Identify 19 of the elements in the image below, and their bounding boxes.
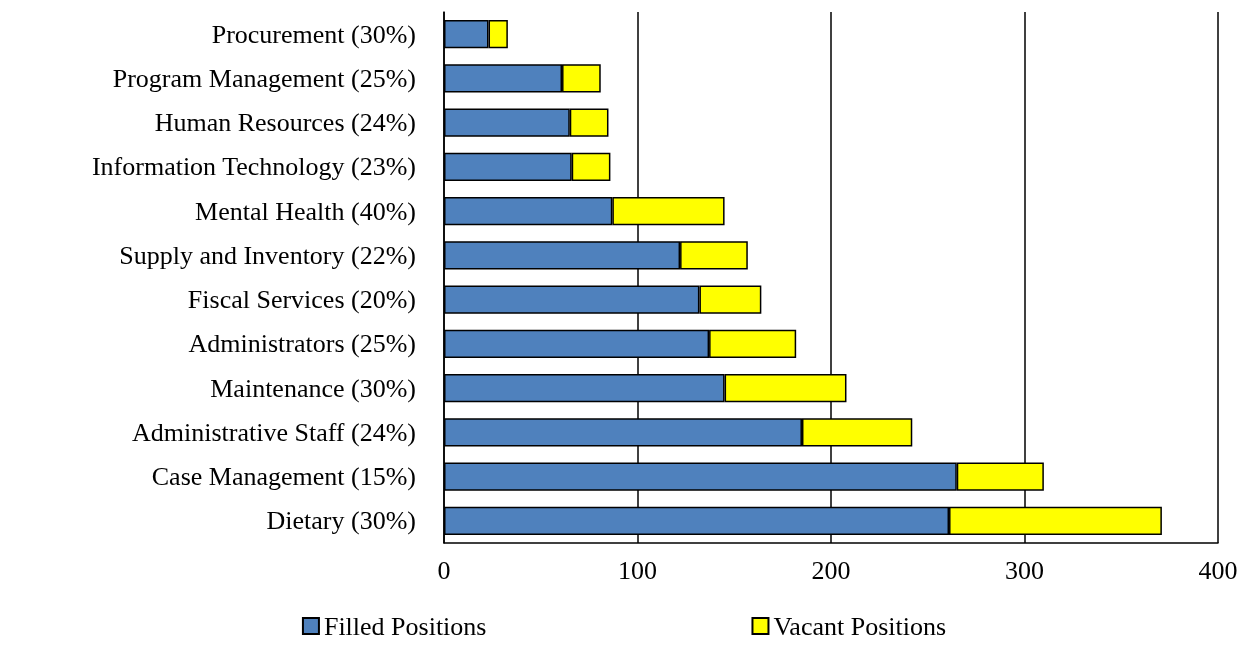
y-tick-label: Program Management (25%): [112, 63, 416, 93]
y-tick-label: Administrators (25%): [188, 329, 416, 359]
y-tick-label: Information Technology (23%): [91, 152, 416, 182]
x-tick-label: 100: [618, 555, 657, 585]
x-tick-label: 300: [1005, 555, 1044, 585]
x-tick-label: 0: [437, 555, 451, 585]
y-tick-label: Administrative Staff (24%): [131, 417, 416, 447]
y-tick-label: Fiscal Services (20%): [187, 285, 416, 315]
legend-label: Vacant Positions: [773, 611, 947, 641]
x-tick-label: 200: [811, 555, 851, 585]
y-tick-label: Human Resources (24%): [154, 108, 416, 138]
x-tick-label: 400: [1198, 555, 1238, 585]
y-tick-label: Mental Health (40%): [195, 196, 416, 226]
y-tick-label: Maintenance (30%): [210, 373, 416, 403]
y-tick-label: Supply and Inventory (22%): [119, 240, 416, 270]
y-tick-label: Procurement (30%): [211, 19, 416, 49]
y-tick-label: Case Management (15%): [151, 462, 416, 492]
y-tick-label: Dietary (30%): [266, 506, 416, 536]
legend-label: Filled Positions: [323, 611, 487, 641]
